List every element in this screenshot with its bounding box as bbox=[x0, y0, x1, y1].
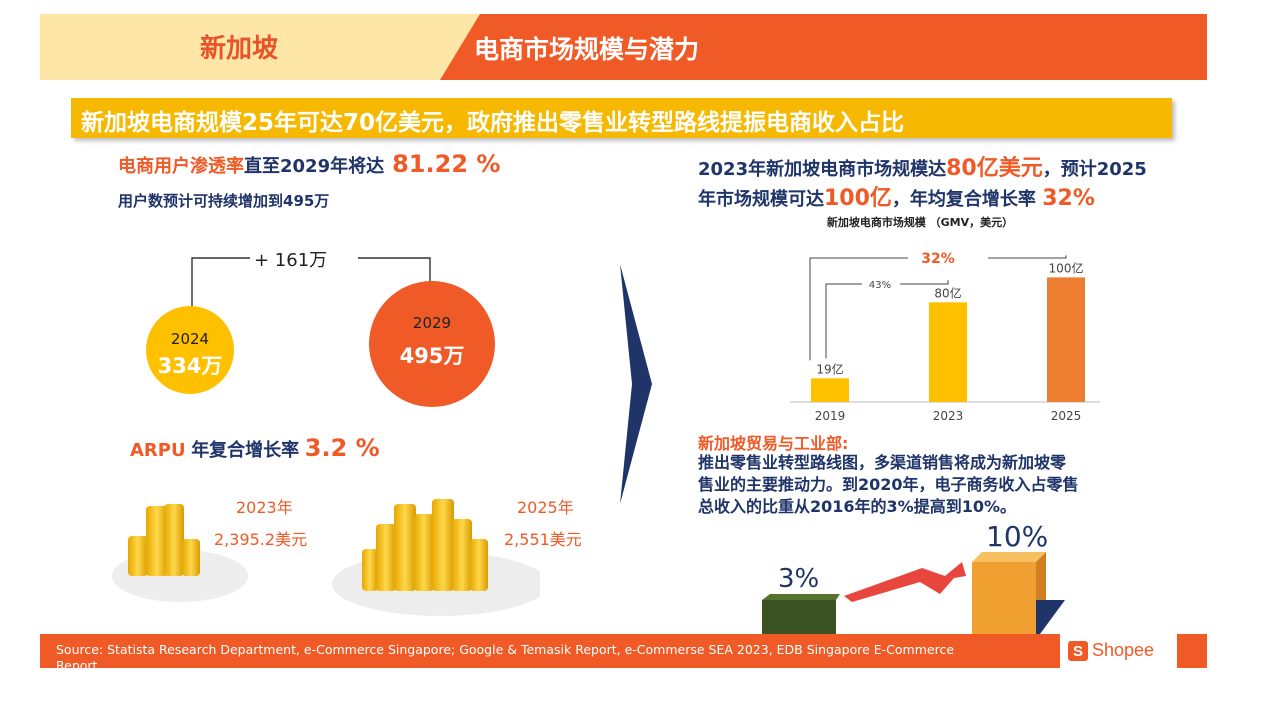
cagr-43-label: 43% bbox=[869, 280, 891, 291]
x-tick-2023: 2023 bbox=[933, 409, 964, 423]
market-headline-2: 年市场规模可达100亿，年均复合增长率 32% bbox=[698, 186, 1095, 211]
coin-stack bbox=[470, 539, 488, 591]
bar-label-2025: 100亿 bbox=[1049, 260, 1084, 275]
coin-stack bbox=[128, 536, 148, 576]
bar-2023 bbox=[929, 302, 967, 402]
coin-stack bbox=[414, 514, 434, 591]
share-2020-value: 10% bbox=[986, 520, 1049, 553]
circle-2029-value: 495万 bbox=[399, 344, 465, 368]
headline-banner: 新加坡电商规模25年可达70亿美元，政府推出零售业转型路线提振电商收入占比 bbox=[71, 98, 1172, 138]
header-right-band bbox=[440, 14, 1207, 80]
coin-stack bbox=[376, 524, 396, 591]
shopee-logo: S Shopee bbox=[1060, 634, 1177, 668]
slide: 新加坡 电商市场规模与潜力 新加坡电商规模25年可达70亿美元，政府推出零售业转… bbox=[40, 14, 1207, 668]
headline-text: 新加坡电商规模25年可达70亿美元，政府推出零售业转型路线提振电商收入占比 bbox=[81, 110, 905, 136]
circle-2029 bbox=[369, 281, 495, 407]
country-title: 新加坡 bbox=[200, 34, 279, 64]
share-2016-value: 3% bbox=[778, 564, 820, 594]
circle-2029-year: 2029 bbox=[412, 314, 452, 332]
penetration-mid: 直至2029年将达 bbox=[244, 156, 385, 177]
x-tick-2019: 2019 bbox=[815, 409, 846, 423]
coin-2023-year: 2023年 bbox=[236, 498, 293, 517]
arrow-divider-icon bbox=[620, 264, 652, 504]
circle-2024-year: 2024 bbox=[170, 330, 210, 348]
bracket-43b bbox=[900, 280, 949, 285]
coin-2025-value: 2,551美元 bbox=[504, 530, 582, 549]
share-growth-graphic bbox=[762, 552, 1065, 634]
bar-2025 bbox=[1047, 277, 1085, 402]
source-note: Source: Statista Research Department, e-… bbox=[56, 642, 955, 668]
increase-label: + 161万 bbox=[254, 250, 328, 271]
arpu-value: 3.2 % bbox=[304, 434, 380, 462]
bracket-32b bbox=[988, 255, 1067, 259]
arpu-label: ARPU bbox=[130, 440, 186, 461]
edb-line: 推出零售业转型路线图，多渠道销售将成为新加坡零 bbox=[698, 453, 1067, 472]
x-tick-2025: 2025 bbox=[1051, 409, 1082, 423]
users-note: 用户数预计可持续增加到495万 bbox=[118, 192, 330, 210]
edb-title: 新加坡贸易与工业部: bbox=[698, 434, 849, 453]
coins-graphic bbox=[112, 499, 540, 616]
user-growth-graphic bbox=[146, 257, 495, 407]
circle-2024-value: 334万 bbox=[157, 354, 223, 378]
brand-name: Shopee bbox=[1092, 640, 1155, 660]
edb-body: 推出零售业转型路线图，多渠道销售将成为新加坡零 售业的主要推动力。到2020年，… bbox=[698, 452, 1079, 518]
penetration-value: 81.22 % bbox=[392, 150, 501, 178]
penetration-label: 电商用户渗透率 bbox=[118, 156, 244, 177]
arpu-line: ARPU 年复合增长率 3.2 % bbox=[130, 434, 380, 462]
header-left-band bbox=[40, 14, 490, 80]
bar-label-2023: 80亿 bbox=[934, 285, 961, 300]
arpu-mid: 年复合增长率 bbox=[191, 440, 300, 461]
cube-3pct bbox=[762, 600, 836, 634]
bar-2019 bbox=[811, 378, 849, 402]
coin-stack bbox=[146, 506, 168, 576]
connector-left bbox=[191, 257, 250, 326]
market-size-chart: 新加坡电商市场规模 （GMV，美元） 19亿 2019 80亿 2023 100亿 2025… bbox=[790, 215, 1100, 423]
coin-stack bbox=[452, 519, 472, 591]
bar-label-2019: 19亿 bbox=[816, 361, 843, 376]
footer-bar: Source: Statista Research Department, e-… bbox=[40, 634, 1207, 668]
section-title: 电商市场规模与潜力 bbox=[474, 35, 700, 64]
coin-stack bbox=[164, 504, 184, 576]
coin-stack bbox=[394, 504, 416, 591]
growth-arrow-icon bbox=[844, 562, 966, 602]
bracket-32 bbox=[809, 257, 908, 361]
bracket-43 bbox=[825, 283, 862, 359]
market-headline-1: 2023年新加坡电商市场规模达80亿美元，预计2025 bbox=[698, 156, 1147, 181]
cagr-32-label: 32% bbox=[921, 251, 955, 267]
penetration-line: 电商用户渗透率直至2029年将达 81.22 % bbox=[118, 150, 500, 178]
edb-line: 总收入的比重从2016年的3%提高到10%。 bbox=[698, 497, 1016, 516]
coin-stack bbox=[432, 499, 454, 591]
shopping-bag-icon: S bbox=[1068, 641, 1088, 661]
cube-10pct bbox=[972, 562, 1036, 634]
coin-stack bbox=[362, 549, 378, 591]
chart-title: 新加坡电商市场规模 （GMV，美元） bbox=[827, 215, 1013, 229]
edb-line: 售业的主要推动力。到2020年，电子商务收入占零售 bbox=[698, 475, 1079, 494]
coin-2025-year: 2025年 bbox=[517, 498, 574, 517]
circle-2024 bbox=[146, 306, 234, 394]
coin-stack bbox=[182, 539, 200, 576]
coin-2023-value: 2,395.2美元 bbox=[214, 530, 308, 549]
